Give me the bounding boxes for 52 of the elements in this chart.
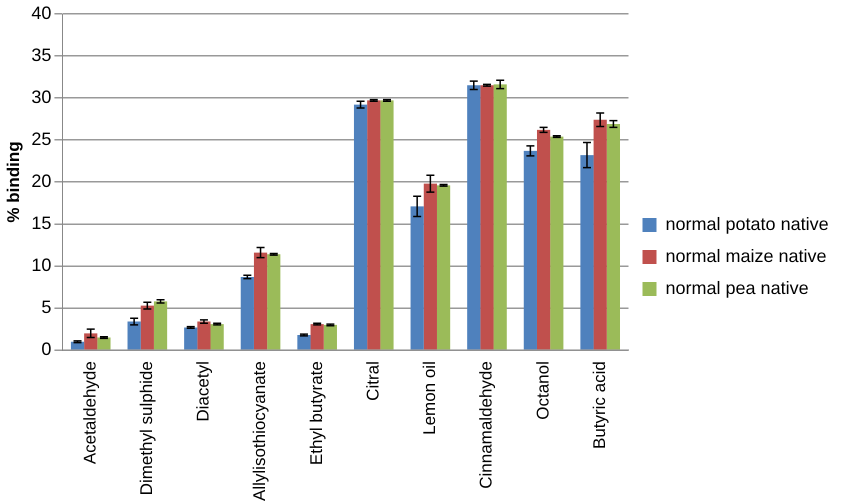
bar xyxy=(480,85,494,350)
bar xyxy=(324,324,337,350)
bar xyxy=(410,206,424,350)
y-tick-label: 35 xyxy=(31,44,52,65)
y-tick-label: 30 xyxy=(31,86,52,107)
y-tick-label: 40 xyxy=(31,2,52,23)
x-tick-label: Allylisothiocyanate xyxy=(250,361,270,502)
bar xyxy=(354,104,368,350)
legend-label: normal pea native xyxy=(666,278,809,298)
y-tick-label: 0 xyxy=(41,339,52,360)
bar xyxy=(550,136,564,350)
bar xyxy=(128,322,141,350)
x-tick-label: Acetaldehyde xyxy=(80,361,100,464)
bar xyxy=(606,124,620,350)
legend-label: normal potato native xyxy=(666,214,829,234)
bar xyxy=(267,254,280,350)
bar xyxy=(524,150,537,350)
bar xyxy=(84,333,98,350)
bar xyxy=(380,100,394,350)
bar xyxy=(97,338,111,350)
bar xyxy=(310,324,324,350)
bar xyxy=(367,100,380,350)
bar xyxy=(184,327,198,350)
x-tick-label: Butyric acid xyxy=(590,361,609,450)
bar xyxy=(297,335,311,350)
y-axis-title: % binding xyxy=(4,141,23,223)
x-tick-label: Ethyl butyrate xyxy=(306,361,326,466)
x-tick-label: Octanol xyxy=(533,361,552,420)
bar xyxy=(536,130,550,350)
bar xyxy=(436,185,450,350)
bar xyxy=(494,84,507,350)
y-tick-label: 10 xyxy=(31,255,52,276)
bar xyxy=(210,324,224,350)
y-tick-label: 20 xyxy=(31,170,52,191)
bar xyxy=(424,184,437,350)
x-tick-label: Citral xyxy=(363,361,382,401)
bar xyxy=(154,301,168,350)
y-tick-label: 5 xyxy=(41,297,52,318)
bar xyxy=(594,120,607,350)
bar xyxy=(580,155,594,350)
x-tick-label: Diacetyl xyxy=(194,361,213,422)
x-tick-label: Cinnamaldehyde xyxy=(476,361,496,489)
x-tick-label: Dimethyl sulphide xyxy=(137,361,156,496)
bar xyxy=(467,85,480,350)
x-tick-label: Lemon oil xyxy=(420,361,440,435)
legend-label: normal maize native xyxy=(666,246,827,266)
y-tick-label: 25 xyxy=(31,128,52,149)
bar xyxy=(240,276,254,350)
bar xyxy=(140,306,154,350)
bar xyxy=(254,252,268,350)
y-tick-label: 15 xyxy=(31,212,52,233)
bar xyxy=(197,322,211,350)
